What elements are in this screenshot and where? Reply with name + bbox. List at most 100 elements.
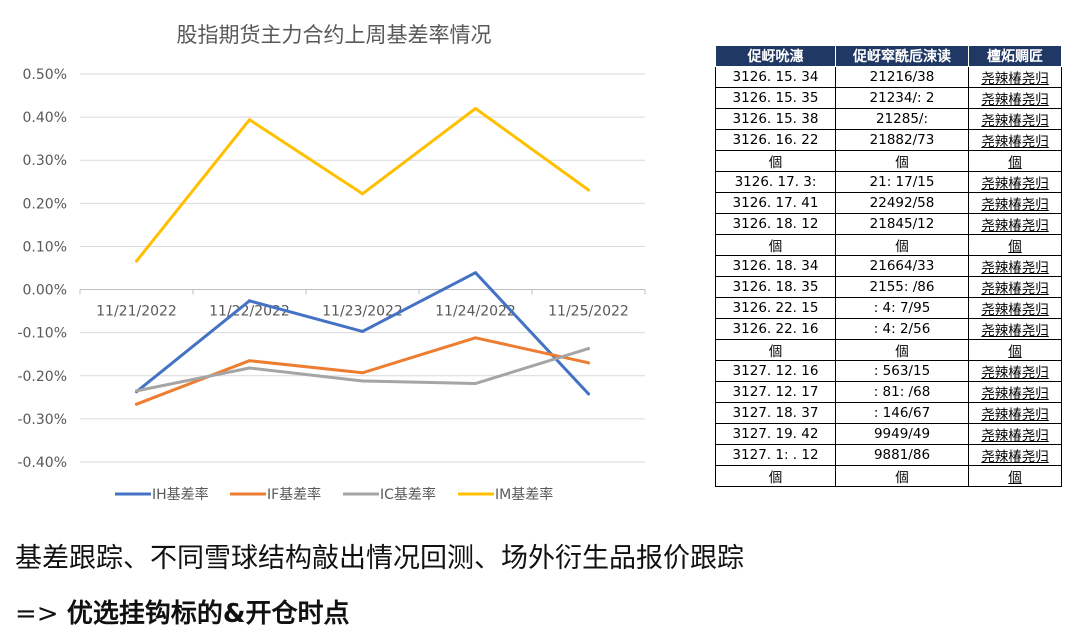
table-cell-value: : 4: 7/95 (835, 297, 969, 319)
table-cell-value: 個 (835, 234, 969, 256)
table-header-row: 促岈吮潓 促岈窣酰卮涑读 檀炻赒匠 (715, 45, 1062, 67)
table-cell-status: 個 (968, 339, 1062, 361)
table-row: 3127. 1: . 12 9881/86 尧辣椿尧归 (715, 444, 1062, 466)
table-cell-date: 3126. 15. 34 (715, 66, 836, 88)
table-cell-value: : 146/67 (835, 402, 969, 424)
table-row: 個個個 (715, 339, 1062, 361)
data-point (361, 379, 364, 383)
table-cell-value: 2155: /86 (835, 276, 969, 298)
series-line-IM基差率 (135, 107, 590, 263)
data-point (474, 106, 477, 110)
x-tick-label: 11/25/2022 (548, 304, 629, 320)
data-point (474, 336, 477, 340)
table-cell-date: 3126. 17. 3: (715, 171, 836, 193)
table-cell-date: 3127. 1: . 12 (715, 444, 836, 466)
caption-emphasis: 优选挂钩标的&开仓时点 (66, 599, 350, 629)
y-tick-label: -0.30% (17, 412, 67, 428)
table-cell-date: 個 (715, 465, 836, 487)
basis-rate-line-chart: 股指期货主力合约上周基差率情况 0.50% 0.40% 0.30% 0.20% 0.10… (17, 23, 646, 503)
chart-title: 股指期货主力合约上周基差率情况 (177, 23, 492, 47)
data-point (248, 366, 251, 370)
table-row: 3127. 12. 17: 81: /68 尧辣椿尧归 (715, 381, 1062, 403)
table-row: 3126. 15. 34 21216/38 尧辣椿尧归 (715, 66, 1062, 88)
table-cell-date: 3127. 12. 16 (715, 360, 836, 382)
table-cell-value: 21845/12 (835, 213, 969, 235)
data-point (361, 329, 364, 333)
data-point (248, 118, 251, 122)
table-row: 3126. 18. 34 21664/33 尧辣椿尧归 (715, 255, 1062, 277)
table-cell-status: 尧辣椿尧归 (968, 108, 1062, 130)
data-point (248, 359, 251, 363)
caption-line-1: 基差跟踪、不同雪球结构敲出情况回测、场外衍生品报价跟踪 (15, 543, 744, 574)
y-tick-label: -0.10% (17, 326, 67, 342)
table-cell-value: 21882/73 (835, 129, 969, 151)
table-cell-date: 3126. 22. 15 (715, 297, 836, 319)
table-cell-date: 3126. 15. 38 (715, 108, 836, 130)
table-cell-value: : 4: 2/56 (835, 318, 969, 340)
table-cell-date: 3126. 15. 35 (715, 87, 836, 109)
arrow-glyph: => (15, 599, 59, 629)
x-tick-label: 11/22/2022 (209, 304, 290, 320)
table-cell-date: 3126. 18. 35 (715, 276, 836, 298)
contract-table: 促岈吮潓 促岈窣酰卮涑读 檀炻赒匠 3126. 15. 34 21216/38 尧辣… (715, 45, 1062, 487)
table-cell-date: 3126. 18. 34 (715, 255, 836, 277)
table-cell-value: 個 (835, 465, 969, 487)
table-row: 3126. 22. 15: 4: 7/95 尧辣椿尧归 (715, 297, 1062, 319)
table-cell-value: 個 (835, 150, 969, 172)
table-cell-date: 3126. 16. 22 (715, 129, 836, 151)
y-tick-label: 0.20% (23, 196, 67, 212)
table-cell-value: 9881/86 (835, 444, 969, 466)
y-tick-label: -0.40% (17, 455, 67, 471)
table-cell-value: 21234/: 2 (835, 87, 969, 109)
table-cell-value: : 81: /68 (835, 381, 969, 403)
data-point (474, 382, 477, 386)
legend-label: IH基差率 (152, 486, 209, 503)
x-tick-label: 11/23/2022 (322, 304, 403, 320)
caption-line-2: => 优选挂钩标的&开仓时点 (15, 593, 350, 630)
table-cell-status: 個 (968, 234, 1062, 256)
table-cell-status: 尧辣椿尧归 (968, 87, 1062, 109)
y-tick-label: 0.50% (23, 67, 67, 83)
table-row: 3126. 15. 35 21234/: 2 尧辣椿尧归 (715, 87, 1062, 109)
table-cell-status: 尧辣椿尧归 (968, 255, 1062, 277)
table-cell-status: 尧辣椿尧归 (968, 402, 1062, 424)
data-point (587, 347, 590, 351)
data-point (361, 192, 364, 196)
table-row: 3126. 22. 16: 4: 2/56 尧辣椿尧归 (715, 318, 1062, 340)
data-point (587, 188, 590, 192)
table-cell-value: : 563/15 (835, 360, 969, 382)
x-tick-label: 11/21/2022 (96, 304, 177, 320)
table-cell-date: 個 (715, 339, 836, 361)
table-cell-date: 3126. 22. 16 (715, 318, 836, 340)
table-cell-value: 21: 17/15 (835, 171, 969, 193)
table-cell-status: 尧辣椿尧归 (968, 66, 1062, 88)
data-point (587, 361, 590, 365)
data-point (587, 392, 590, 396)
table-cell-status: 尧辣椿尧归 (968, 381, 1062, 403)
table-row: 個個個 (715, 465, 1062, 487)
table-row: 3126. 18. 12 21845/12 尧辣椿尧归 (715, 213, 1062, 235)
data-point (248, 299, 251, 303)
table-row: 3127. 18. 37: 146/67 尧辣椿尧归 (715, 402, 1062, 424)
legend-label: IC基差率 (380, 486, 436, 503)
data-point (135, 259, 138, 263)
table-header-date: 促岈吮潓 (715, 45, 836, 67)
x-tick-label: 11/24/2022 (435, 304, 516, 320)
y-tick-label: 0.40% (23, 110, 67, 126)
table-row: 3127. 19. 42 9949/49 尧辣椿尧归 (715, 423, 1062, 445)
table-cell-status: 尧辣椿尧归 (968, 297, 1062, 319)
table-row: 3126. 17. 41 22492/58 尧辣椿尧归 (715, 192, 1062, 214)
y-tick-label: 0.30% (23, 153, 67, 169)
table-cell-date: 個 (715, 234, 836, 256)
table-cell-date: 3126. 17. 41 (715, 192, 836, 214)
data-point (135, 389, 138, 393)
table-cell-date: 3127. 19. 42 (715, 423, 836, 445)
table-cell-value: 22492/58 (835, 192, 969, 214)
data-point (361, 371, 364, 375)
y-tick-label: 0.00% (23, 283, 67, 299)
table-cell-status: 尧辣椿尧归 (968, 171, 1062, 193)
y-tick-label: 0.10% (23, 239, 67, 255)
y-tick-label: -0.20% (17, 369, 67, 385)
table-cell-status: 尧辣椿尧归 (968, 276, 1062, 298)
table-cell-value: 21664/33 (835, 255, 969, 277)
